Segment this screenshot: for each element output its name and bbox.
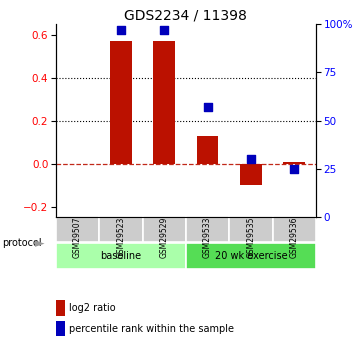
Point — [118, 27, 124, 33]
Text: GSM29507: GSM29507 — [73, 216, 82, 258]
Bar — [273, 216, 316, 242]
Bar — [283, 161, 305, 164]
Text: GSM29533: GSM29533 — [203, 216, 212, 258]
Text: baseline: baseline — [100, 251, 142, 261]
Text: ►: ► — [35, 237, 44, 250]
Text: GSM29535: GSM29535 — [247, 216, 255, 258]
Bar — [56, 243, 186, 268]
Bar — [143, 216, 186, 242]
Point — [205, 105, 210, 110]
Title: GDS2234 / 11398: GDS2234 / 11398 — [125, 9, 247, 23]
Bar — [229, 216, 273, 242]
Bar — [186, 216, 229, 242]
Bar — [240, 164, 262, 185]
Point — [248, 157, 254, 162]
Text: log2 ratio: log2 ratio — [69, 303, 115, 313]
Point — [161, 27, 167, 33]
Text: GSM29536: GSM29536 — [290, 216, 299, 258]
Bar — [110, 41, 132, 164]
Text: percentile rank within the sample: percentile rank within the sample — [69, 324, 234, 334]
Text: GSM29529: GSM29529 — [160, 216, 169, 258]
Text: protocol: protocol — [2, 238, 42, 248]
Bar — [99, 216, 143, 242]
Text: GSM29523: GSM29523 — [117, 216, 125, 258]
Bar — [153, 41, 175, 164]
Bar — [56, 216, 99, 242]
Bar — [197, 136, 218, 164]
Bar — [186, 243, 316, 268]
Point — [291, 166, 297, 172]
Text: 20 wk exercise: 20 wk exercise — [214, 251, 287, 261]
